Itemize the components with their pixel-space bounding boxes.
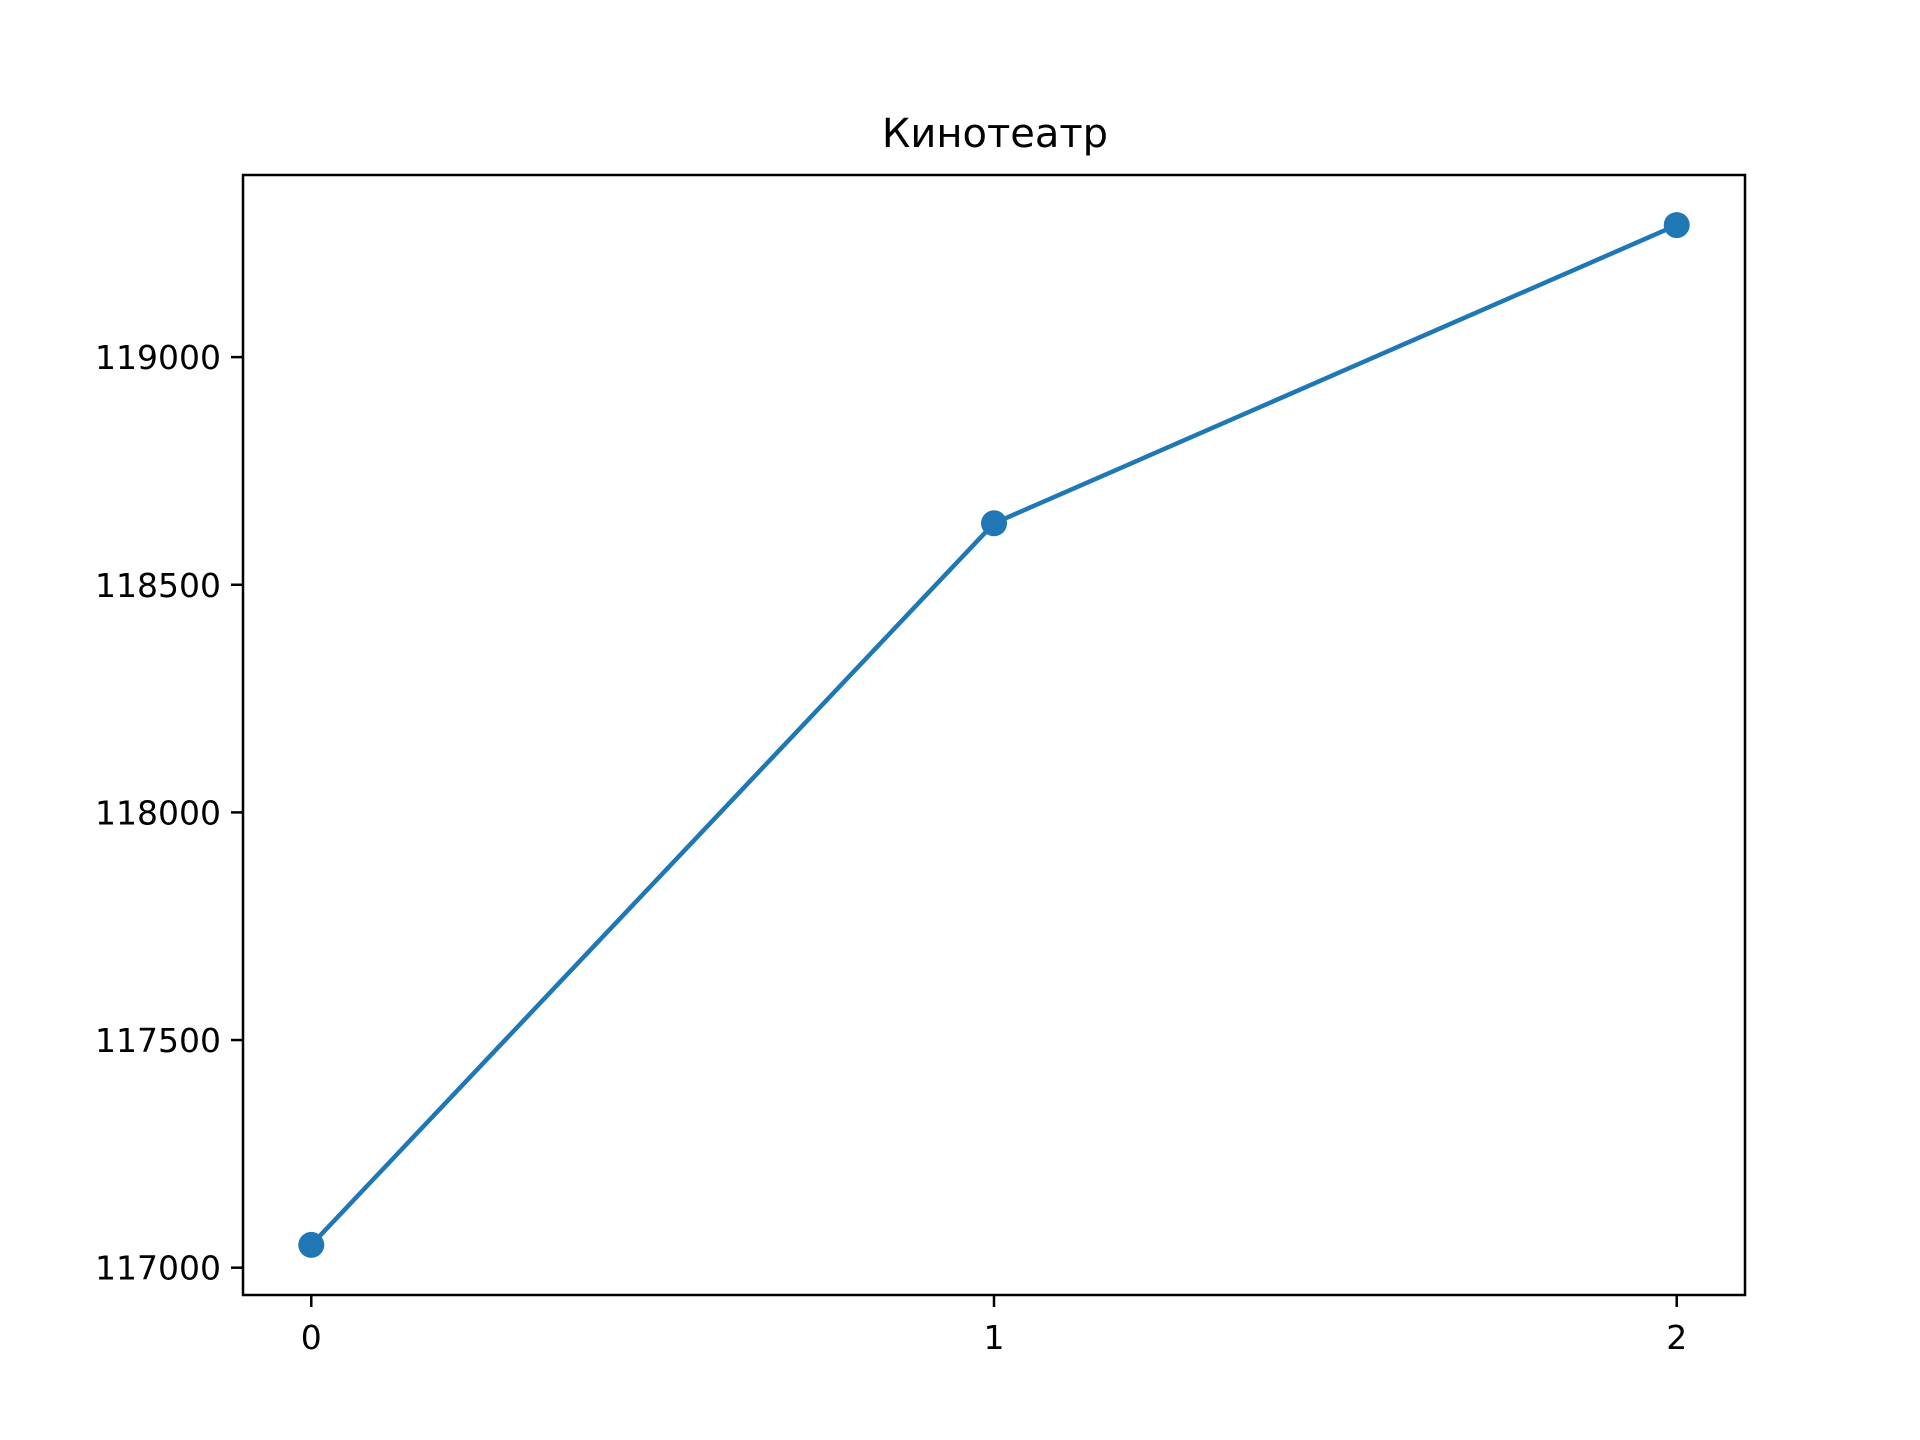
data-series bbox=[298, 212, 1690, 1258]
series-line bbox=[309, 223, 1678, 1247]
data-point bbox=[981, 510, 1007, 537]
y-tick-label: 117500 bbox=[95, 1021, 221, 1060]
y-tick-label: 117000 bbox=[95, 1249, 221, 1288]
y-tick-label: 118500 bbox=[95, 566, 221, 605]
x-tick-label: 1 bbox=[984, 1318, 1005, 1357]
y-tick-label: 118000 bbox=[95, 793, 221, 832]
data-point bbox=[1663, 212, 1690, 239]
x-axis: 0 1 2 bbox=[301, 1295, 1687, 1357]
x-tick-label: 0 bbox=[301, 1318, 322, 1357]
x-tick-label: 2 bbox=[1666, 1318, 1687, 1357]
plot-area bbox=[241, 173, 1747, 1297]
data-point bbox=[298, 1231, 325, 1258]
y-axis: 117000 117500 118000 118500 119000 bbox=[95, 338, 243, 1288]
y-tick-label: 119000 bbox=[95, 338, 221, 377]
chart-title: Кинотеатр bbox=[882, 111, 1108, 157]
